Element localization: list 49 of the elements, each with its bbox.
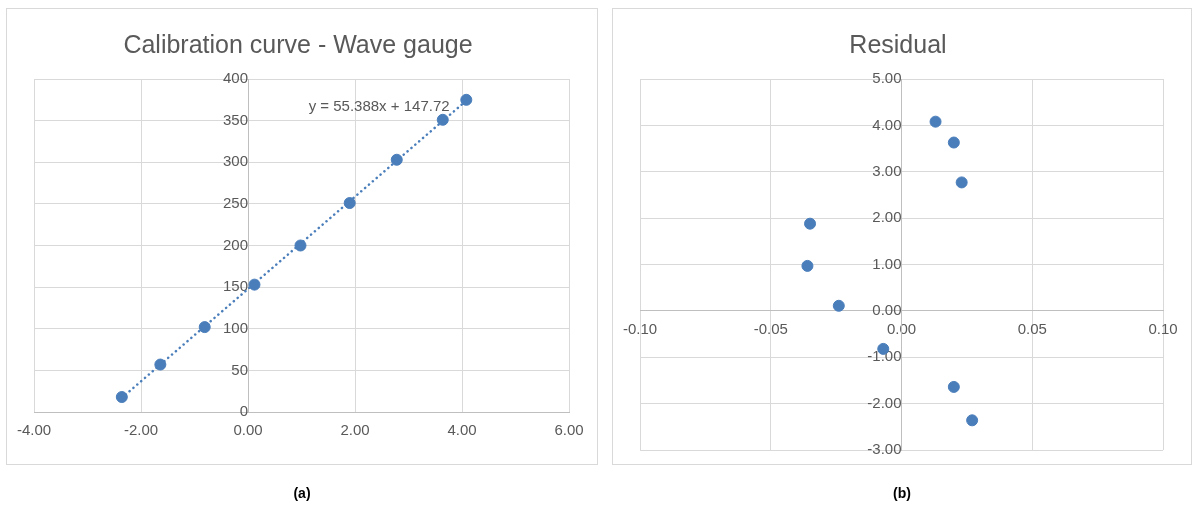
x-tick-label: 2.00	[340, 421, 370, 439]
point	[294, 239, 307, 252]
y-tick-label: 350	[223, 110, 249, 128]
y-tick-label: 400	[223, 69, 249, 87]
x-tick-label: -2.00	[123, 421, 159, 439]
y-tick-label: -3.00	[867, 440, 902, 458]
y-tick-label: 300	[223, 152, 249, 170]
point	[832, 299, 845, 312]
x-tick-label: -0.05	[753, 320, 788, 338]
point	[436, 113, 449, 126]
text: (a)	[293, 485, 311, 501]
point	[115, 391, 128, 404]
chart-title: Residual	[849, 29, 947, 58]
y-tick-label: 4.00	[872, 115, 902, 133]
y-tick-label: 0.00	[872, 301, 902, 319]
y-tick-label: -1.00	[867, 347, 902, 365]
y-tick-label: 1.00	[872, 254, 902, 272]
point	[343, 197, 356, 210]
point	[804, 217, 817, 230]
point	[248, 278, 261, 291]
annotation: y = 55.388x + 147.72	[308, 97, 450, 115]
chart-title: Calibration curve - Wave gauge	[123, 29, 473, 58]
x-tick-label: -4.00	[16, 421, 52, 439]
x-tick-label: 0.10	[1148, 320, 1178, 338]
point	[966, 414, 979, 427]
point	[460, 93, 473, 106]
y-tick-label: 50	[231, 360, 249, 378]
point	[955, 176, 968, 189]
y-tick-label: 150	[223, 277, 249, 295]
x-tick-label: 6.00	[554, 421, 584, 439]
point	[198, 321, 211, 334]
y-tick-label: 250	[223, 194, 249, 212]
point	[947, 136, 960, 149]
point	[154, 358, 167, 371]
x-tick-label: -0.10	[622, 320, 658, 338]
x-tick-label: 0.05	[1017, 320, 1047, 338]
y-tick-label: 100	[223, 318, 249, 336]
point	[929, 115, 942, 128]
x-tick-label: 4.00	[447, 421, 477, 439]
y-tick-label: 200	[223, 235, 249, 253]
point	[390, 153, 403, 166]
text: (b)	[893, 485, 911, 501]
y-tick-label: 0	[239, 402, 249, 420]
y-tick-label: 3.00	[872, 161, 902, 179]
y-tick-label: -2.00	[867, 393, 902, 411]
point	[947, 380, 960, 393]
y-tick-label: 2.00	[872, 208, 902, 226]
y-tick-label: 5.00	[872, 69, 902, 87]
point	[801, 259, 814, 272]
